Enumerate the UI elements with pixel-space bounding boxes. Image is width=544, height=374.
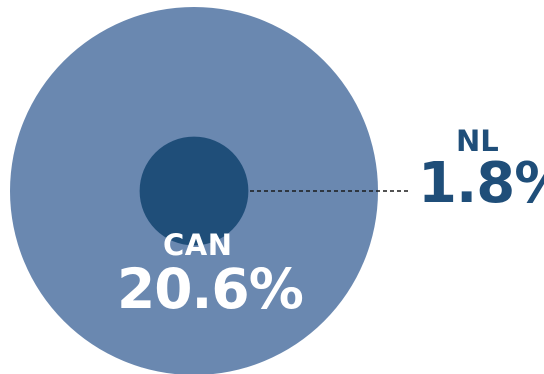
nl-bubble (139, 136, 249, 246)
nl-label: NL (456, 124, 499, 158)
nl-value-label: 1.8% (418, 151, 544, 216)
can-value-label: 20.6% (117, 257, 304, 321)
can-label: CAN (163, 228, 233, 262)
